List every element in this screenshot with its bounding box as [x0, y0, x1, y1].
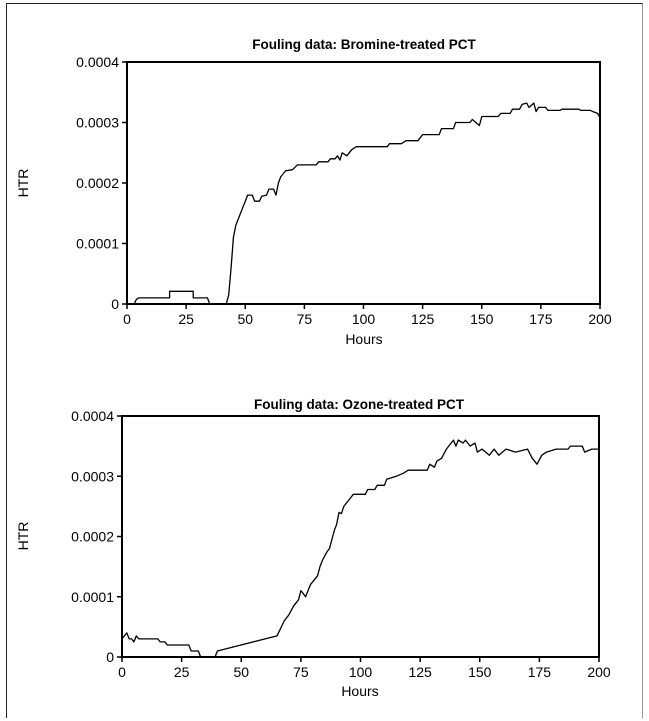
plot-frame: [121, 415, 600, 658]
x-axis-label: Hours: [341, 683, 378, 699]
y-tick-label: 0.0002: [76, 175, 119, 191]
x-tick-label: 50: [237, 311, 253, 327]
x-tick-label: 0: [118, 664, 126, 680]
y-axis-label: HTR: [15, 522, 31, 551]
tick-group: 0 25 50 75 100 125 150 175 200 0 0.0001 0.0002 0.000…: [76, 54, 612, 327]
x-tick-label: 125: [411, 311, 435, 327]
x-tick-label: 50: [233, 664, 249, 680]
x-tick-label: 75: [297, 311, 313, 327]
y-tick-label: 0.0002: [71, 529, 114, 545]
y-tick-label: 0.0004: [71, 408, 114, 424]
x-tick-label: 0: [123, 311, 131, 327]
chart-ozone: Fouling data: Ozone-treated PCT 0 25 50 75 1…: [15, 397, 611, 699]
x-tick-label: 150: [470, 311, 494, 327]
chart-title: Fouling data: Bromine-treated PCT: [252, 37, 476, 52]
y-tick-label: 0.0001: [76, 236, 119, 252]
y-tick-label: 0.0003: [76, 115, 119, 131]
x-tick-label: 200: [587, 664, 611, 680]
series-line: [121, 439, 599, 658]
x-tick-label: 150: [468, 664, 492, 680]
y-tick-label: 0.0001: [71, 589, 114, 605]
chart-bromine: Fouling data: Bromine-treated PCT 0 25 50 7…: [15, 37, 612, 347]
x-axis-label: Hours: [345, 331, 382, 347]
series-line: [127, 102, 601, 305]
figure-frame: [6, 3, 643, 718]
tick-group: 0 25 50 75 100 125 150 175 200 0 0.0001 0.0002 0.000…: [71, 408, 611, 680]
y-tick-label: 0.0004: [76, 54, 119, 70]
x-tick-label: 75: [293, 664, 309, 680]
x-tick-label: 25: [174, 664, 190, 680]
x-tick-label: 175: [528, 664, 552, 680]
y-tick-label: 0: [111, 296, 119, 312]
x-tick-label: 125: [408, 664, 432, 680]
chart-title: Fouling data: Ozone-treated PCT: [254, 397, 465, 412]
y-tick-label: 0: [106, 649, 114, 665]
y-axis-label: HTR: [15, 169, 31, 198]
x-tick-label: 200: [588, 311, 612, 327]
x-tick-label: 100: [349, 664, 373, 680]
plot-frame: [126, 61, 601, 305]
x-tick-label: 100: [352, 311, 376, 327]
x-tick-label: 25: [178, 311, 194, 327]
y-tick-label: 0.0003: [71, 468, 114, 484]
x-tick-label: 175: [529, 311, 553, 327]
